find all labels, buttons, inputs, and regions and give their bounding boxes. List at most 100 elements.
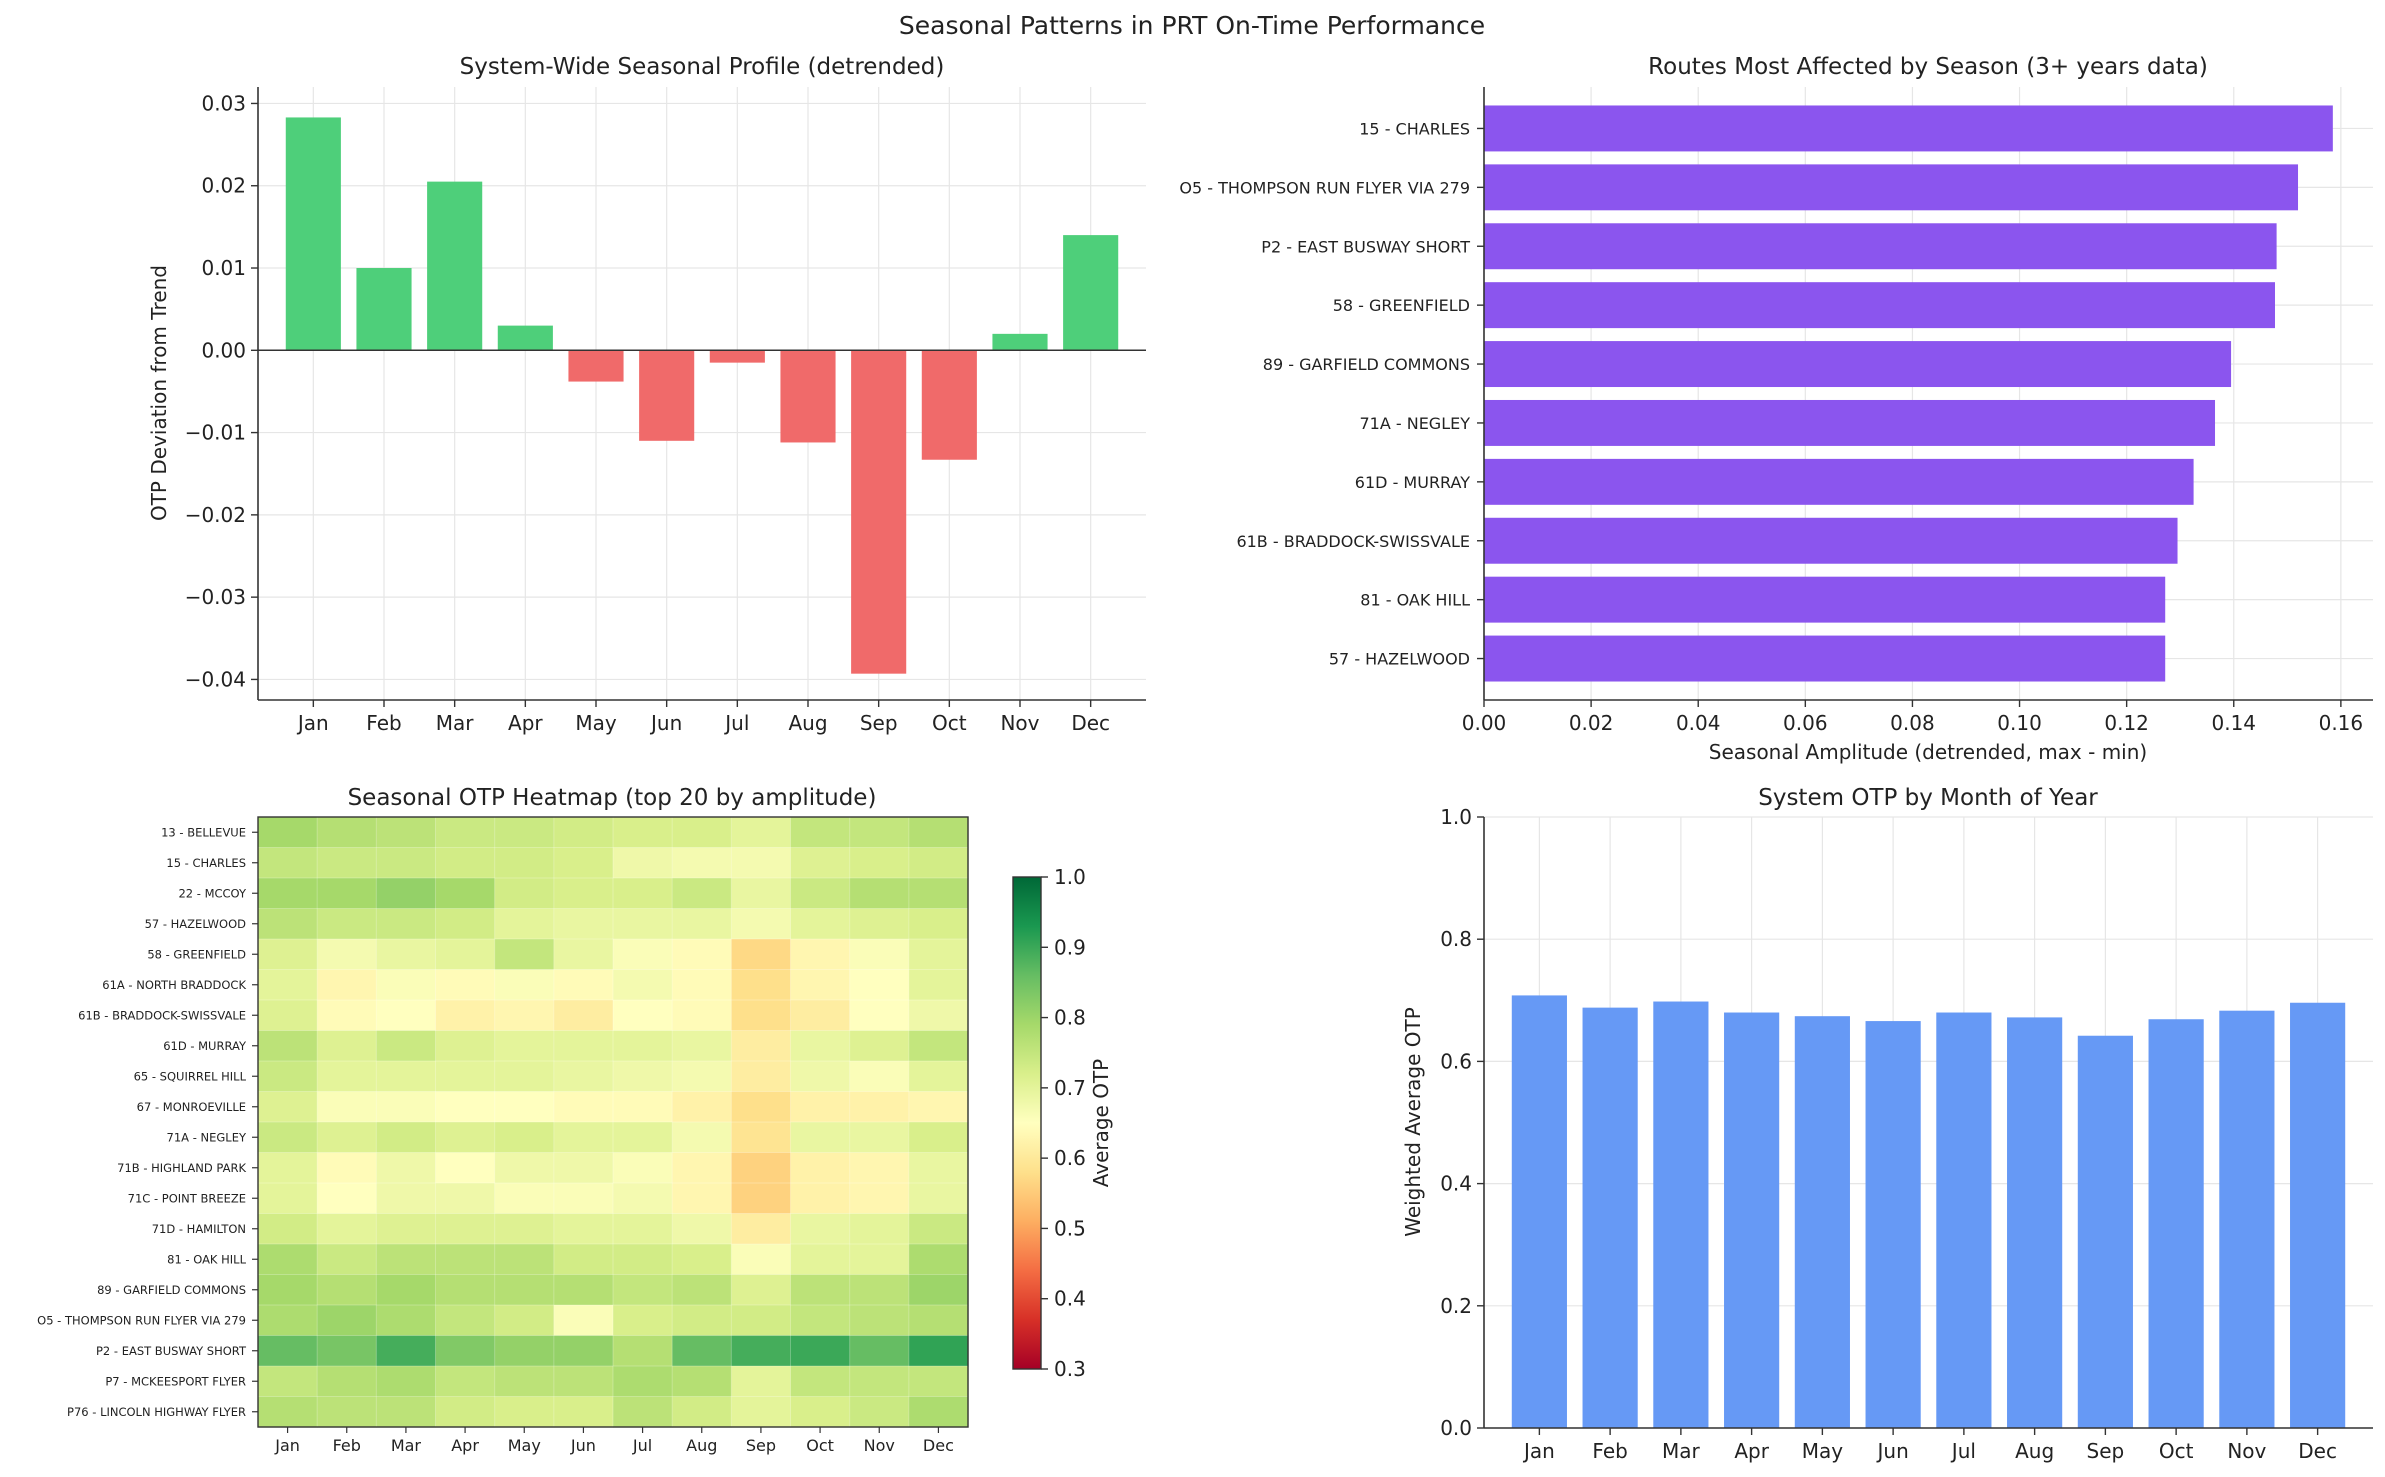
y-tick-label: 58 - GREENFIELD — [147, 947, 246, 961]
heatmap-cell — [494, 1244, 555, 1276]
heatmap-cell — [731, 1091, 792, 1123]
heatmap-cell — [613, 1213, 673, 1245]
heatmap-cell — [317, 1396, 377, 1428]
heatmap-cell — [672, 1305, 732, 1337]
heatmap-cell — [435, 1061, 496, 1093]
heatmap-cell — [553, 1244, 614, 1276]
heatmap-cell — [553, 1000, 614, 1032]
heatmap-cell — [258, 1396, 318, 1428]
heatmap-cell — [790, 1396, 851, 1428]
y-tick-label: P2 - EAST BUSWAY SHORT — [96, 1344, 247, 1358]
heatmap-cell — [908, 1183, 969, 1215]
heatmap-cell — [376, 1244, 437, 1276]
y-tick-label: −0.03 — [185, 585, 246, 609]
heatmap-cell — [317, 1030, 377, 1062]
chart-title: Routes Most Affected by Season (3+ years… — [1648, 54, 2208, 80]
heatmap-cell — [672, 817, 732, 849]
y-tick-label: 0.8 — [1440, 927, 1472, 951]
heatmap-cell — [494, 969, 555, 1001]
x-tick-label: Mar — [436, 711, 475, 735]
heatmap-cell — [613, 1274, 673, 1306]
bar-feb — [356, 268, 412, 351]
heatmap-cell — [790, 817, 851, 849]
bar-route — [1484, 164, 2299, 211]
heatmap-cell — [317, 847, 377, 879]
heatmap-cell — [790, 1274, 851, 1306]
heatmap-cell — [731, 969, 792, 1001]
heatmap-cell — [258, 1244, 318, 1276]
heatmap-cell — [790, 878, 851, 910]
heatmap-cell — [849, 878, 910, 910]
heatmap-cell — [790, 1152, 851, 1184]
heatmap-cell — [613, 1122, 673, 1154]
bar-route — [1484, 399, 2216, 446]
heatmap-cell — [435, 1122, 496, 1154]
y-tick-label: 61B - BRADDOCK-SWISSVALE — [1236, 532, 1470, 551]
heatmap-cell — [376, 1122, 437, 1154]
heatmap-cell — [553, 939, 614, 971]
x-tick-label: Aug — [2015, 1439, 2054, 1463]
x-tick-label: Feb — [366, 711, 401, 735]
heatmap-cell — [849, 1244, 910, 1276]
bar-jan — [285, 117, 341, 351]
heatmap-cell — [672, 908, 732, 940]
heatmap-cell — [908, 1366, 969, 1398]
heatmap-cell — [790, 1305, 851, 1337]
heatmap-cell — [258, 1122, 318, 1154]
heatmap-cell — [731, 1335, 792, 1367]
heatmap-cell — [613, 939, 673, 971]
y-tick-label: 22 - MCCOY — [178, 886, 246, 900]
bar-route — [1484, 341, 2232, 388]
y-tick-label: O5 - THOMPSON RUN FLYER VIA 279 — [1179, 178, 1470, 197]
x-tick-label: 0.02 — [1569, 711, 1614, 735]
heatmap-cell — [849, 1274, 910, 1306]
heatmap-cell — [435, 878, 496, 910]
x-tick-label: Apr — [508, 711, 543, 735]
heatmap-cell — [553, 1122, 614, 1154]
y-tick-label: 57 - HAZELWOOD — [145, 917, 247, 931]
heatmap-cell — [494, 1152, 555, 1184]
heatmap-cell — [790, 1335, 851, 1367]
heatmap-cell — [553, 878, 614, 910]
heatmap-cell — [317, 939, 377, 971]
heatmap-cell — [258, 1152, 318, 1184]
heatmap-cell — [790, 1183, 851, 1215]
x-tick-label: Aug — [686, 1436, 717, 1455]
heatmap-cell — [731, 1061, 792, 1093]
colorbar-tick-label: 0.9 — [1054, 935, 1086, 959]
heatmap-cell — [613, 1366, 673, 1398]
heatmap-cell — [908, 847, 969, 879]
heatmap-cell — [849, 1000, 910, 1032]
heatmap-cell — [553, 1152, 614, 1184]
heatmap-cell — [672, 969, 732, 1001]
y-tick-label: 71C - POINT BREEZE — [128, 1191, 246, 1205]
heatmap-cell — [376, 1030, 437, 1062]
heatmap-cell — [908, 1061, 969, 1093]
y-tick-label: 89 - GARFIELD COMMONS — [1263, 355, 1470, 374]
x-tick-label: Sep — [2087, 1439, 2125, 1463]
x-tick-label: Jun — [649, 711, 682, 735]
x-tick-label: 0.16 — [2319, 711, 2364, 735]
heatmap-cell — [613, 1000, 673, 1032]
seasonal-profile-chart: 0.03 0.02 0.01 0.00 −0.01 −0.02 −0.03 −0.04 Jan F… — [147, 54, 1146, 735]
heatmap-cell — [553, 817, 614, 849]
heatmap-cell — [613, 969, 673, 1001]
heatmap-cell — [494, 878, 555, 910]
heatmap-cell — [908, 1000, 969, 1032]
bar-route — [1484, 517, 2178, 564]
heatmap-cell — [435, 1000, 496, 1032]
x-tick-label: Aug — [788, 711, 827, 735]
bar-jul — [709, 350, 765, 363]
y-tick-label: P2 - EAST BUSWAY SHORT — [1261, 237, 1470, 256]
heatmap-cell — [494, 847, 555, 879]
heatmap-cell — [849, 1152, 910, 1184]
bar-mar — [427, 181, 483, 351]
heatmap-cell — [317, 1183, 377, 1215]
x-tick-label: Mar — [391, 1436, 422, 1455]
x-tick-label: Nov — [864, 1436, 895, 1455]
heatmap-cell — [435, 1396, 496, 1428]
heatmap-cell — [849, 817, 910, 849]
heatmap-cell — [849, 1213, 910, 1245]
bar-oct — [2148, 1019, 2204, 1428]
